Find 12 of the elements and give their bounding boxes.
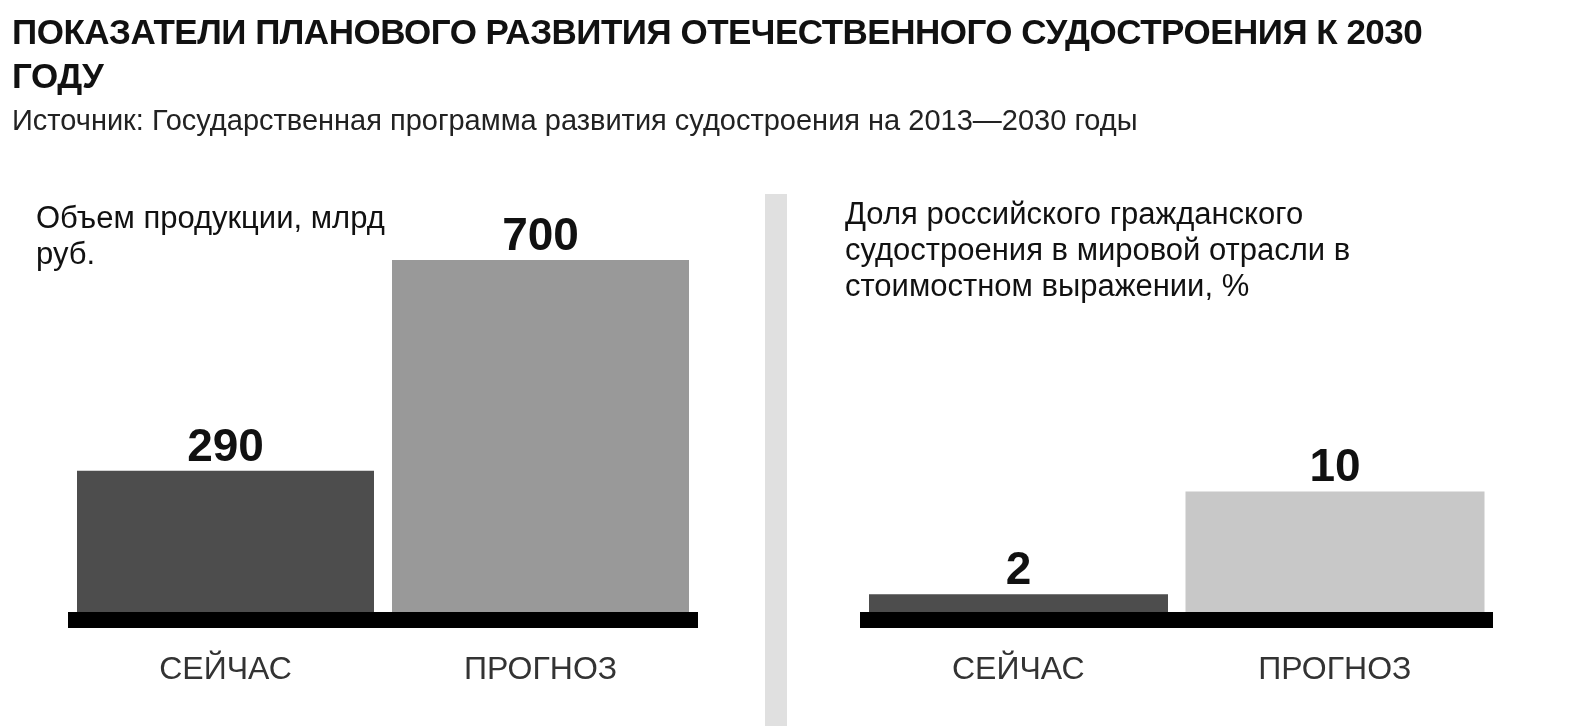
x-tick-label: ПРОГНОЗ bbox=[1258, 649, 1412, 686]
chart-subtitle: Объем продукции, млрд руб. bbox=[36, 200, 386, 272]
chart-title: ПОКАЗАТЕЛИ ПЛАНОВОГО РАЗВИТИЯ ОТЕЧЕСТВЕННОГО СУДОСТРОЕНИЯ К 2030 ГОДУ bbox=[12, 11, 1424, 97]
data-label: 290 bbox=[187, 418, 264, 471]
text: Источник: Государственная программа развития судостроения на 2013—2030 годы bbox=[12, 104, 1138, 137]
data-label: 2 bbox=[1005, 542, 1032, 595]
data-label: 700 bbox=[502, 208, 579, 260]
x-tick-label: СЕЙЧАС bbox=[951, 649, 1085, 686]
x-tick-label: СЕЙЧАС bbox=[159, 649, 292, 686]
x-tick-label: ПРОГНОЗ bbox=[463, 649, 618, 686]
chart-subtitle: Доля российского гражданского судостроения в мировой отрасли в стоимостном выражении, % bbox=[845, 196, 1352, 304]
data-label: 10 bbox=[1309, 439, 1361, 492]
